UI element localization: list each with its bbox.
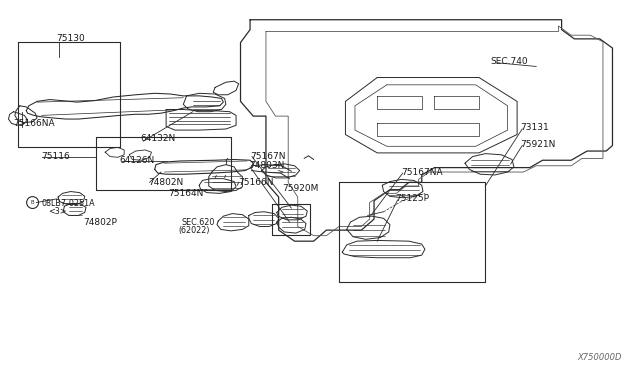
Text: 74802N: 74802N (148, 178, 184, 187)
Text: 75167N: 75167N (250, 152, 285, 161)
Text: 74802P: 74802P (83, 218, 117, 227)
Text: X750000D: X750000D (577, 353, 622, 362)
Text: 73131: 73131 (520, 123, 549, 132)
Text: SEC.620: SEC.620 (181, 218, 215, 227)
Text: <3>: <3> (48, 206, 67, 215)
Text: 75125P: 75125P (395, 195, 429, 203)
Text: 64126N: 64126N (120, 157, 155, 166)
Text: 64132N: 64132N (141, 134, 176, 144)
Text: 75164N: 75164N (169, 189, 204, 198)
Text: 75921N: 75921N (520, 140, 556, 149)
Text: B: B (31, 200, 35, 205)
Text: 75920M: 75920M (282, 185, 318, 193)
Text: 75166N: 75166N (239, 178, 274, 187)
Text: 75166NA: 75166NA (13, 119, 55, 128)
Text: SEC.740: SEC.740 (490, 57, 528, 66)
Text: 74803N: 74803N (249, 161, 284, 170)
Text: 75167NA: 75167NA (401, 167, 443, 177)
Text: 08LB7-0251A: 08LB7-0251A (42, 199, 95, 208)
Text: (62022): (62022) (179, 226, 211, 235)
Text: 75130: 75130 (56, 33, 85, 43)
Text: 75116: 75116 (42, 152, 70, 161)
